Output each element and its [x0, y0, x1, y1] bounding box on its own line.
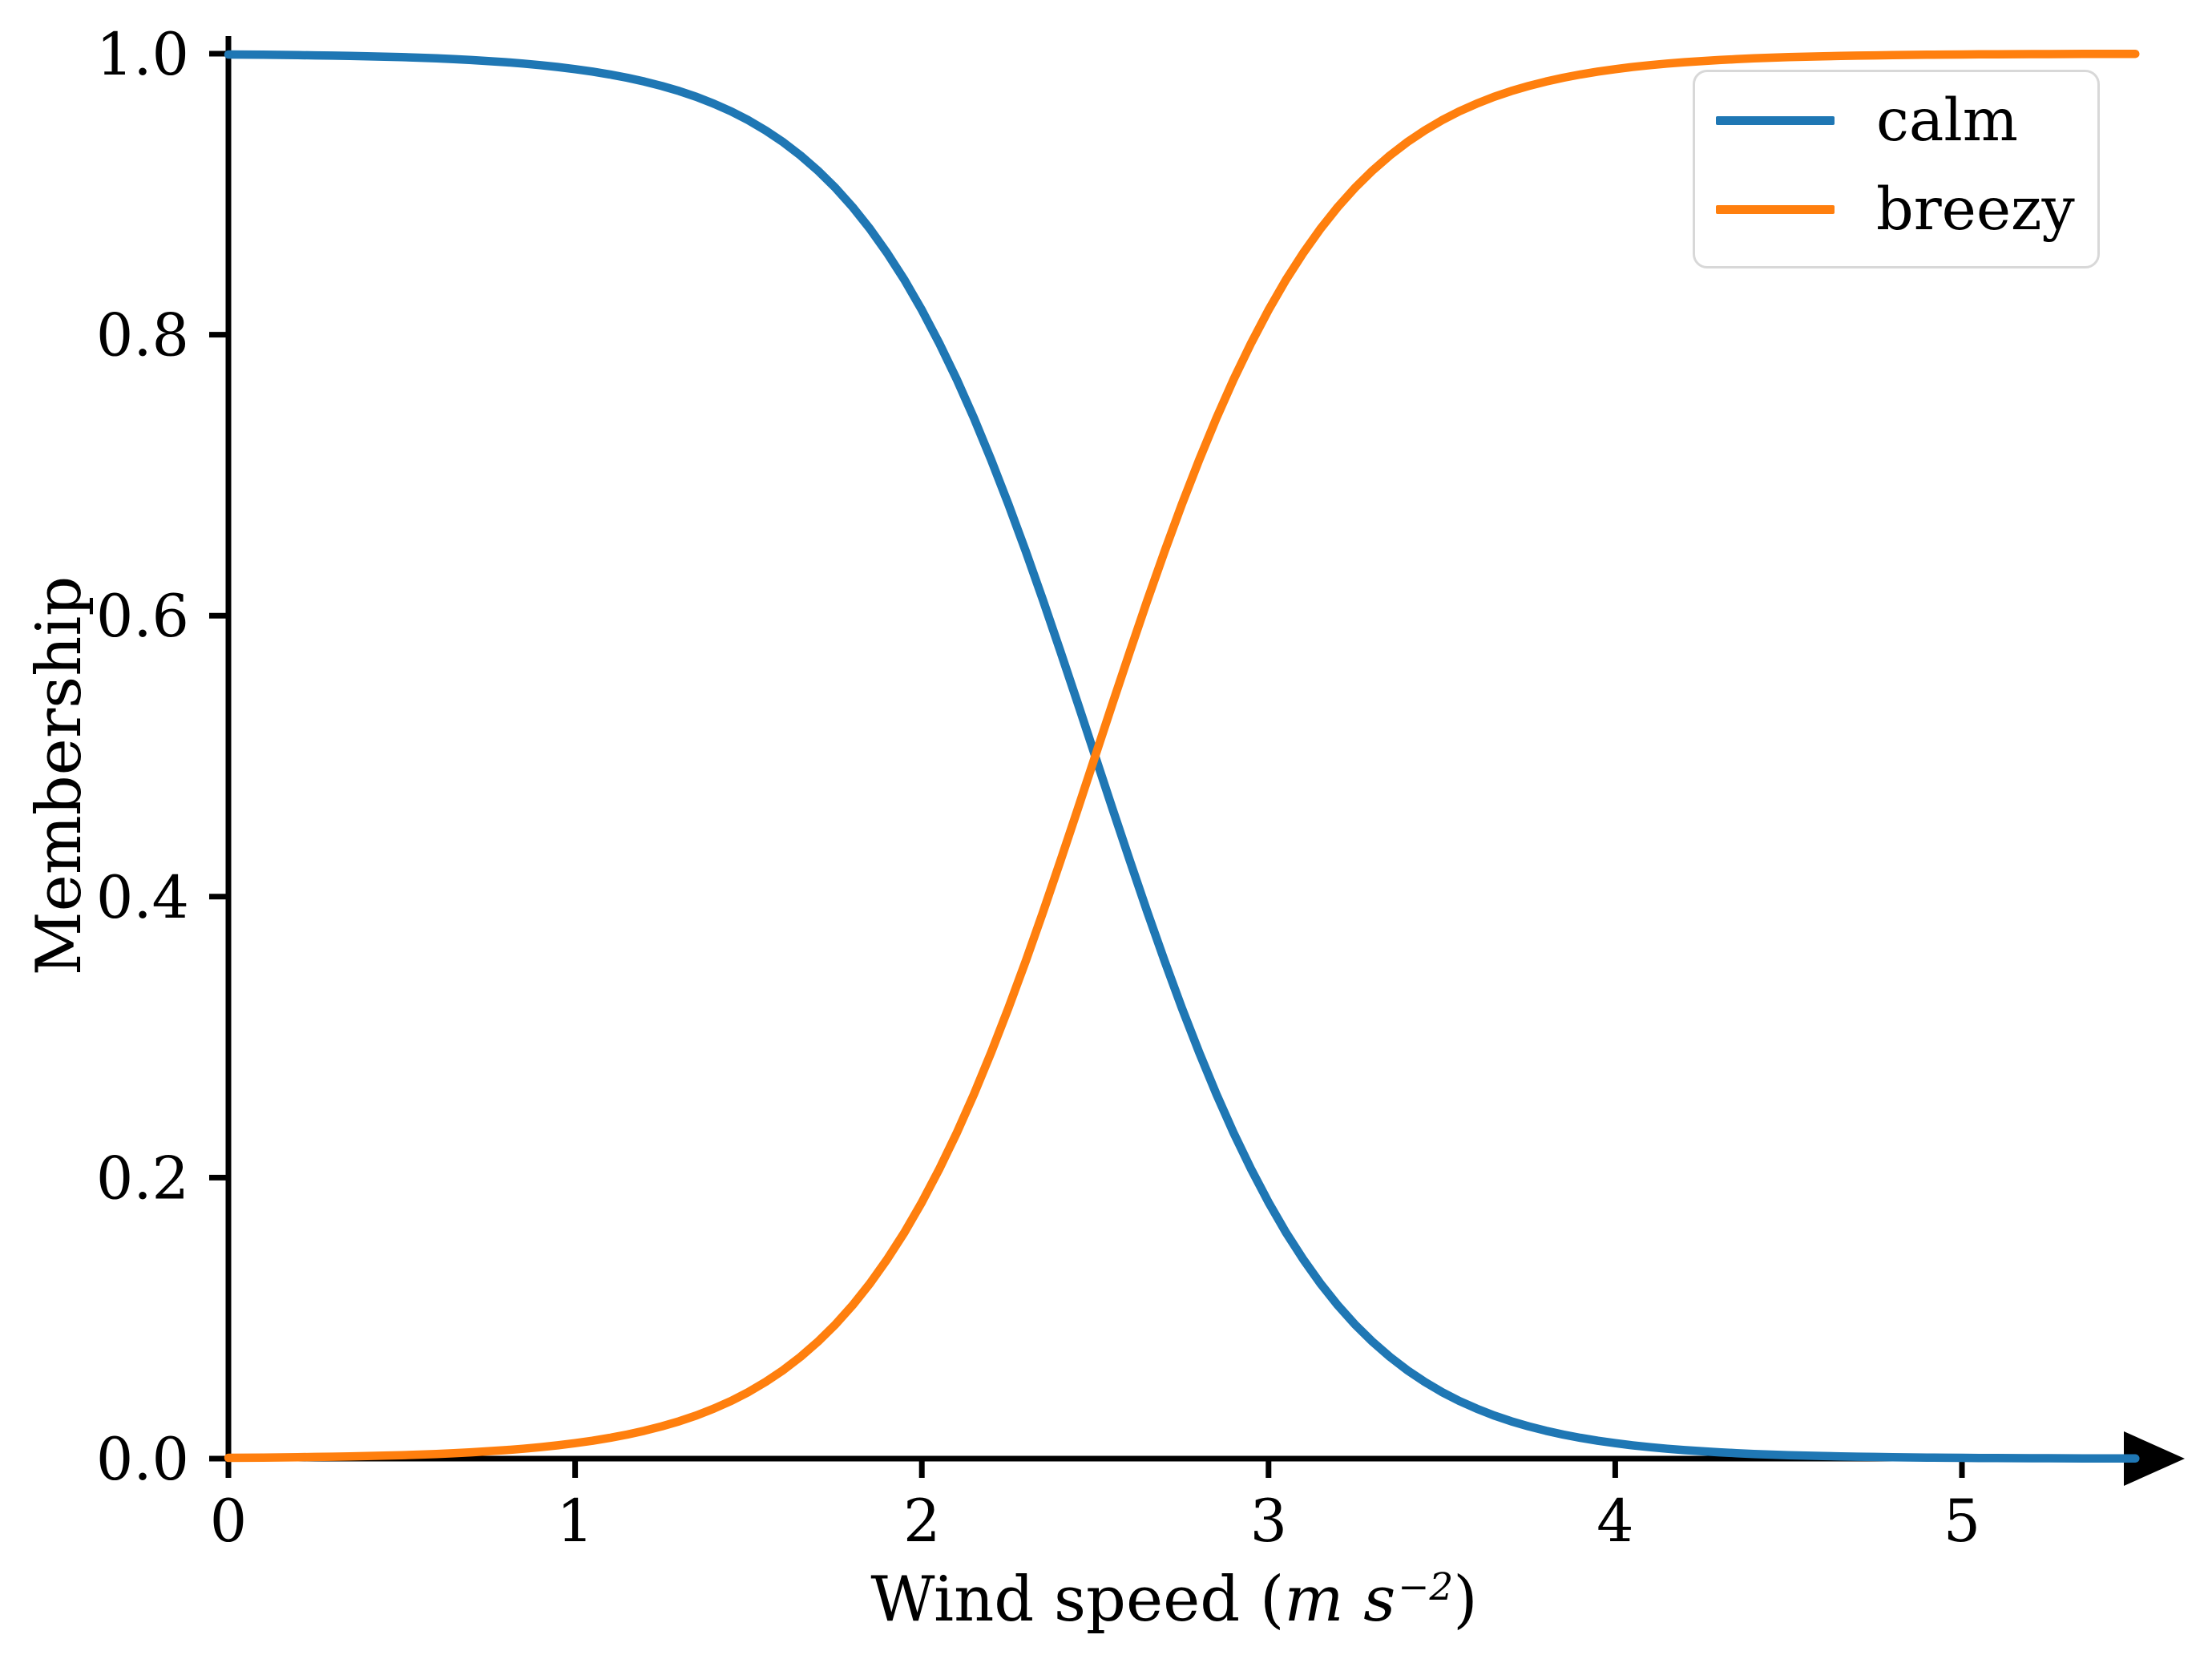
x-axis-label-unit: m s [1284, 1564, 1396, 1636]
y-tick-label: 0.0 [96, 1426, 189, 1494]
legend-entry-calm: calm [1695, 86, 2097, 155]
x-axis-label-suffix: ) [1453, 1564, 1478, 1636]
calm-curve [224, 50, 2140, 1463]
breezy-line-swatch [1716, 204, 1835, 214]
x-axis-label-exponent: −2 [1398, 1566, 1454, 1610]
legend-label-calm: calm [1876, 86, 2018, 155]
legend-entry-breezy: breezy [1695, 175, 2097, 244]
legend: calm breezy [1693, 70, 2100, 268]
y-tick-label: 0.4 [96, 864, 189, 932]
x-axis-arrowhead-icon [2124, 1431, 2185, 1486]
x-tick-label: 4 [1596, 1487, 1633, 1556]
y-tick-label: 0.6 [96, 583, 189, 651]
x-axis-label-prefix: Wind speed ( [870, 1564, 1285, 1636]
y-tick-label: 0.8 [96, 302, 189, 370]
x-tick-label: 5 [1944, 1487, 1980, 1556]
x-axis-label: Wind speed (m s−2) [870, 1564, 1477, 1636]
x-tick-label: 1 [556, 1487, 593, 1556]
y-tick-label: 0.2 [96, 1144, 189, 1213]
calm-line-swatch [1716, 115, 1835, 125]
x-tick-label: 0 [210, 1487, 247, 1556]
legend-label-breezy: breezy [1876, 175, 2075, 244]
y-axis-label: Membership [23, 575, 95, 976]
breezy-curve [224, 49, 2140, 1463]
x-tick-label: 3 [1250, 1487, 1287, 1556]
x-tick-label: 2 [903, 1487, 940, 1556]
y-tick-label: 1.0 [96, 21, 189, 89]
